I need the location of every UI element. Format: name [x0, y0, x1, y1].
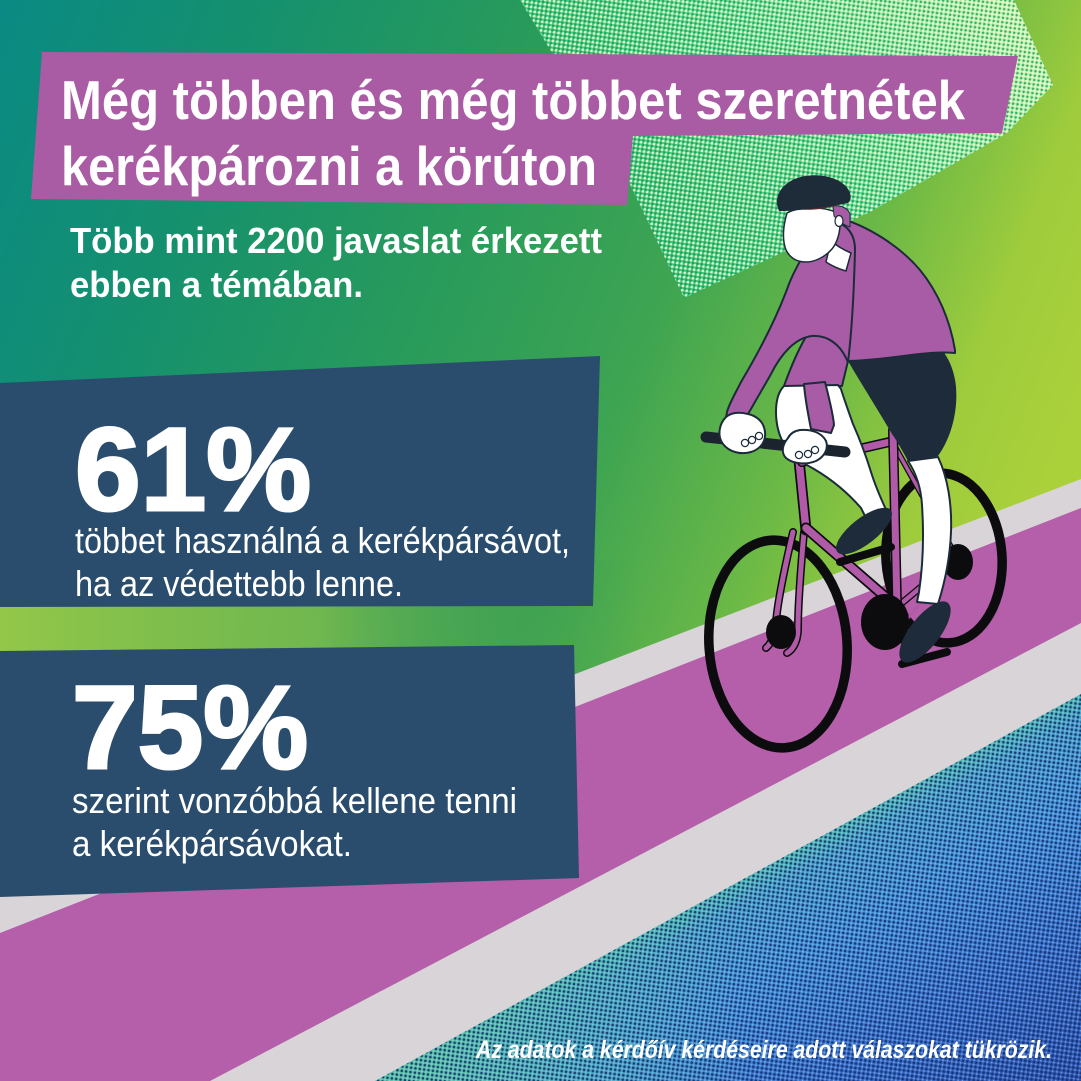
- svg-text:Több mint 2200 javaslat érkeze: Több mint 2200 javaslat érkezett: [70, 220, 602, 261]
- svg-text:ha az védettebb lenne.: ha az védettebb lenne.: [75, 563, 403, 604]
- svg-text:a kerékpársávokat.: a kerékpársávokat.: [72, 823, 352, 864]
- svg-text:ebben a témában.: ebben a témában.: [70, 264, 363, 305]
- svg-text:többet használná a kerékpársáv: többet használná a kerékpársávot,: [75, 520, 570, 561]
- svg-text:Még többen és még többet szere: Még többen és még többet szeretnétek: [61, 69, 965, 131]
- svg-text:szerint vonzóbbá kellene tenni: szerint vonzóbbá kellene tenni: [72, 780, 517, 821]
- svg-text:61%: 61%: [75, 404, 311, 536]
- svg-text:kerékpározni a körúton: kerékpározni a körúton: [61, 135, 597, 197]
- svg-text:Az adatok a kérdőív kérdéseire: Az adatok a kérdőív kérdéseire adott vál…: [475, 1036, 1052, 1064]
- svg-text:75%: 75%: [72, 662, 308, 794]
